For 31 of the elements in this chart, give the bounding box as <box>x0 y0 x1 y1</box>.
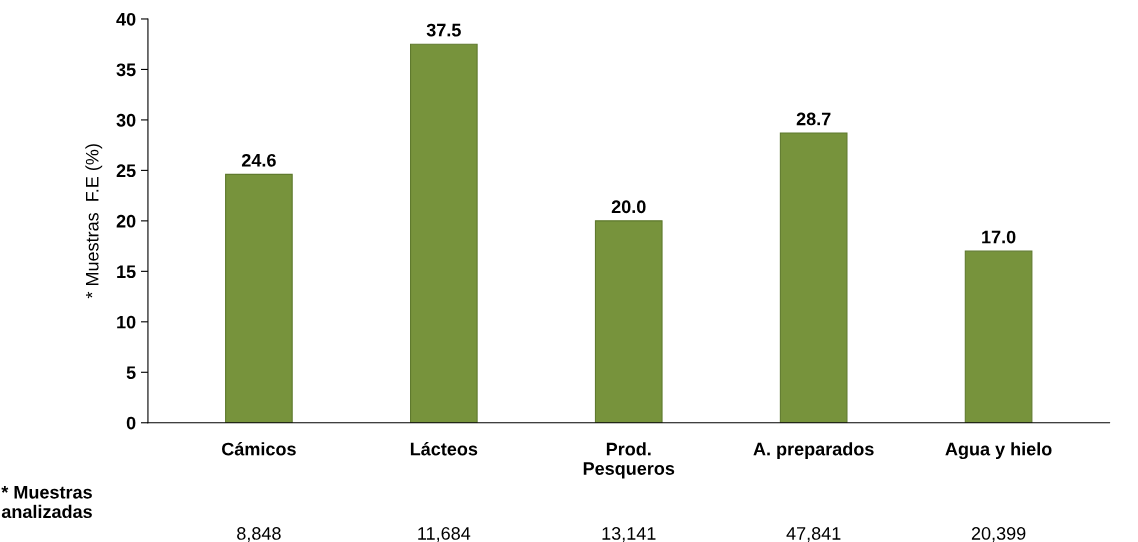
y-axis-title: * Muestras F.E (%) <box>85 144 103 299</box>
bar <box>225 173 293 423</box>
y-tick-label: 5 <box>126 366 136 380</box>
x-tick-label: Agua y hielo <box>945 442 1052 460</box>
text: 8,848 <box>237 527 281 542</box>
y-tick-label: 10 <box>117 315 136 329</box>
data-label: 24.6 <box>241 153 276 167</box>
y-tick-label: 40 <box>116 12 136 26</box>
x-tick-label: Lácteos <box>410 442 478 456</box>
y-tick-label: 25 <box>116 164 136 178</box>
text: * Muestras analizadas <box>1 486 92 519</box>
text: 11,684 <box>418 527 471 542</box>
data-label: 37.5 <box>426 23 461 37</box>
text: 47,841 <box>786 527 841 542</box>
text: 13,141 <box>602 527 656 542</box>
bar <box>594 220 663 423</box>
data-label: 28.7 <box>796 112 831 126</box>
y-tick-label: 15 <box>117 265 136 279</box>
y-tick-label: 30 <box>116 113 136 127</box>
data-label: 20.0 <box>611 200 646 214</box>
bar <box>779 132 848 423</box>
text: 20,399 <box>971 527 1026 542</box>
y-tick-label: 20 <box>116 214 136 228</box>
y-tick-label: 35 <box>116 63 136 77</box>
data-label: 17.0 <box>982 230 1016 244</box>
x-tick-label: A. preparados <box>753 442 874 460</box>
x-tick-label: Cámicos <box>222 442 296 456</box>
bar <box>964 250 1033 423</box>
y-tick-label: 0 <box>126 416 136 430</box>
bar <box>409 43 478 423</box>
x-tick-label: Prod. Pesqueros <box>583 442 675 479</box>
